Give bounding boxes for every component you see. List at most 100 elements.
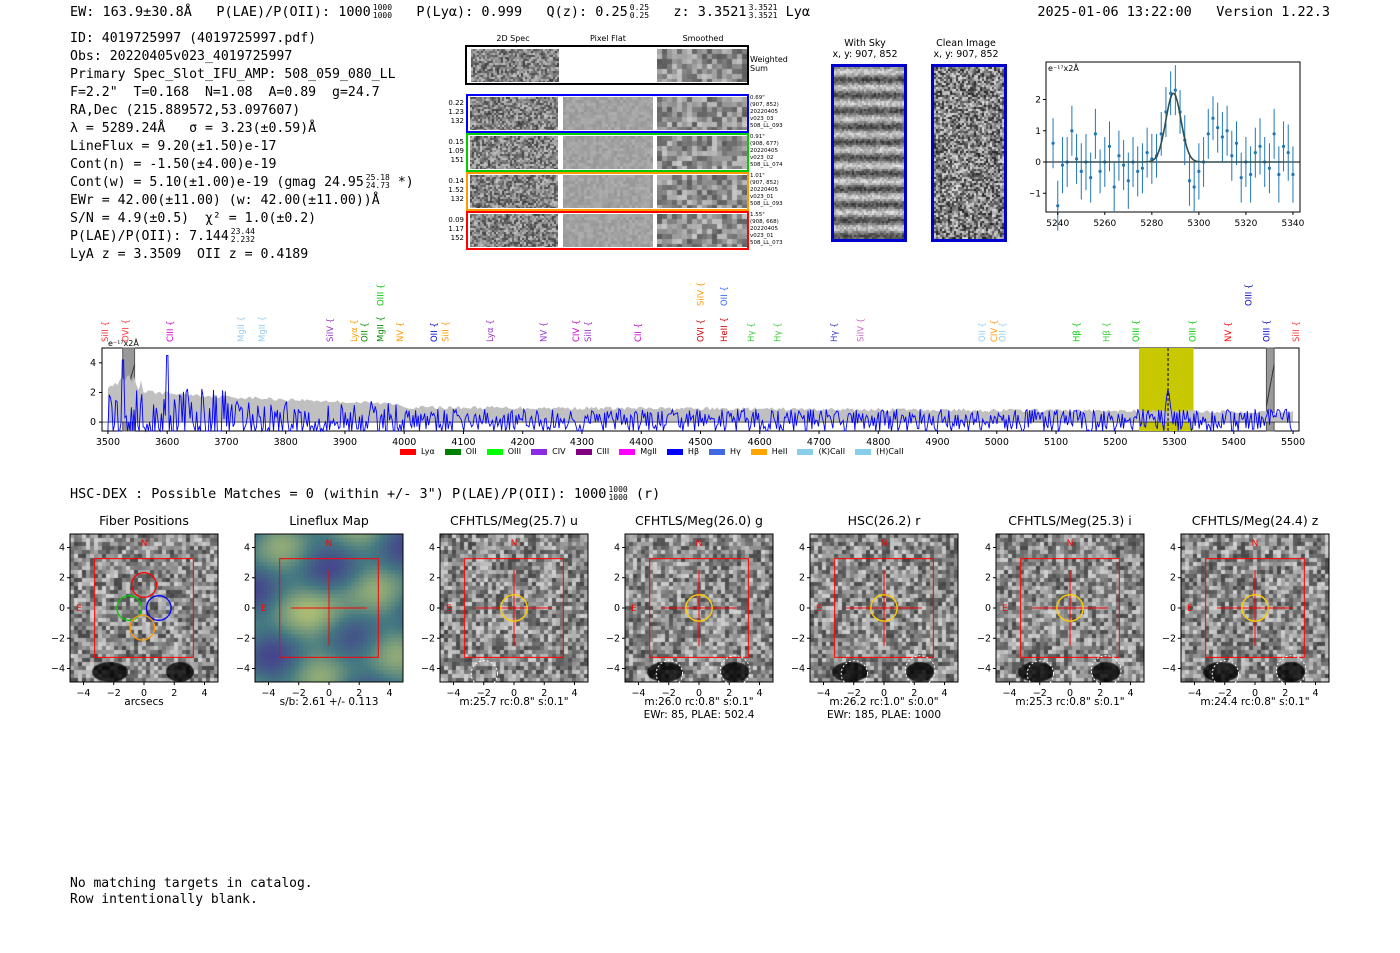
fit-point <box>1216 126 1220 130</box>
info-contw-lo: 24.73 <box>365 181 390 190</box>
stamp-title-pixelflat: Pixel Flat <box>590 34 626 43</box>
fit-point <box>1117 154 1121 158</box>
cutout-xtick-label: 4 <box>941 688 947 699</box>
fit-ylabel: e⁻¹⁷x2Å <box>1048 62 1079 73</box>
stamp-right-values: 1.01" (907, 852) 20220405 v023_01 508_LL_093 <box>750 173 790 208</box>
spectrum-line-label: SiIV { <box>326 318 336 342</box>
stamp-left-values: 0.14 1.52 132 <box>440 177 464 204</box>
cutout-source-circle <box>1056 594 1084 622</box>
cutout-xtick-label: 4 <box>1312 688 1318 699</box>
cutout-ytick-label: 4 <box>244 542 250 553</box>
fit-point <box>1277 172 1281 177</box>
cutout-north-label: N <box>326 539 333 549</box>
cutout-image <box>70 534 218 682</box>
cutout-ytick-label: −2 <box>606 633 620 644</box>
with-sky-image <box>831 64 907 242</box>
stamp-left-values: 0.15 1.09 151 <box>440 138 464 165</box>
spectrum-line-label: OII { <box>360 322 370 342</box>
stamp-right-value: 20220405 <box>750 187 778 193</box>
stamp-separator <box>653 96 656 131</box>
cutout-title: CFHTLS/Meg(25.3) i <box>1008 513 1132 528</box>
stamp-left-value: 152 <box>450 234 464 242</box>
footer: No matching targets in catalog. Row inte… <box>70 876 313 907</box>
stamp-left-value: 1.52 <box>448 186 464 194</box>
legend-item: Hβ <box>666 447 700 456</box>
fit-point <box>1253 151 1257 155</box>
info-sn: S/N = 4.9(±0.5) χ² = 1.0(±0.2) <box>70 211 317 226</box>
cutout-ytick-label: −2 <box>977 633 991 644</box>
spectrum-line-label: Hγ { <box>773 322 783 342</box>
fit-xtick-label: 5260 <box>1093 219 1116 229</box>
cutout-ytick-label: 4 <box>429 542 435 553</box>
stamp-separator <box>653 135 656 170</box>
cutout-neighbor-circle <box>1090 655 1122 686</box>
cutout-aperture-box <box>1205 558 1305 658</box>
info-obs: Obs: 20220405v023_4019725997 <box>70 49 293 64</box>
fit-point <box>1225 129 1229 133</box>
cutout-xtick-label: −2 <box>477 688 491 699</box>
spectrum-line-label: MgII { <box>258 316 268 342</box>
stamp-left-values: 0.22 1.23 132 <box>440 99 464 126</box>
legend-label: MgII <box>640 447 657 456</box>
legend-label: Hβ <box>687 447 700 456</box>
clean-image-title: Clean Image x, y: 907, 852 <box>930 38 1002 60</box>
cutout-ytick-label: 0 <box>985 603 991 614</box>
legend-label: Lyα <box>421 447 435 456</box>
spectrum-line-label: OII { <box>430 322 440 342</box>
spectrum-xtick-label: 4300 <box>570 437 594 448</box>
spectrum-line-label: OII { <box>999 322 1009 342</box>
legend-item: (H)CaII <box>855 447 904 456</box>
info-plae-text: P(LAE)/P(OII): 7.144 <box>70 229 229 244</box>
stamp-2dspec <box>470 214 558 247</box>
clean-image-label: Clean Image <box>936 38 996 49</box>
stamp-left-value: 1.23 <box>448 108 464 116</box>
full-spectrum-chart: 3500 3600 3700 3800 3900 4000 4100 4200 4300 4400… <box>90 282 1305 448</box>
cutout-aperture-box <box>649 558 749 658</box>
cutout-xtick-label: −4 <box>631 688 645 699</box>
fit-ytick-label: 0 <box>1035 158 1041 168</box>
cutout-title: Fiber Positions <box>99 513 189 528</box>
legend-label: CIV <box>552 447 566 456</box>
spectrum-mask-hatch <box>1265 364 1275 407</box>
legend-item: (K)CaII <box>797 447 845 456</box>
header-qz-hi: 0.25 <box>629 3 650 12</box>
hsc-dex-lo: 1000 <box>608 493 628 502</box>
spectrum-line-label: MgII { <box>376 316 386 342</box>
legend-swatch <box>750 448 767 455</box>
cutout-xtick-label: 4 <box>571 688 577 699</box>
detection-info: ID: 4019725997 (4019725997.pdf) Obs: 202… <box>70 30 414 264</box>
fit-point <box>1187 179 1192 183</box>
spectrum-line-label: OIII { <box>1245 284 1255 306</box>
stamp-2dspec <box>470 136 558 169</box>
cutout-caption: m:26.0 rc:0.8" s:0.1" EWr: 85, PLAE: 502.… <box>595 696 803 722</box>
cutout-caption: m:26.2 rc:1.0" s:0.0" EWr: 185, PLAE: 100… <box>780 696 988 722</box>
cutout-ytick-label: −2 <box>51 633 65 644</box>
spectrum-ytick-label: 2 <box>90 387 96 398</box>
cutout-xtick-label: 4 <box>386 688 392 699</box>
fit-point <box>1093 132 1097 136</box>
stamp-right-value: 0.91" <box>750 134 765 140</box>
cutout-north-label: N <box>511 539 518 549</box>
fit-point <box>1074 157 1079 161</box>
spectrum-line-label: OIII { <box>376 284 386 306</box>
cutout-north-label: N <box>1252 539 1259 549</box>
spectrum-line-label: OIII { <box>1132 320 1142 342</box>
header-z-lo: 3.3521 <box>748 11 778 20</box>
header-meta: 2025-01-06 13:22:00 Version 1.22.3 <box>1037 4 1330 20</box>
stamp-right-value: (907, 852) <box>750 180 779 186</box>
stamp-left-value: 0.09 <box>448 216 464 224</box>
fit-point <box>1159 132 1163 136</box>
spectrum-xtick-label: 3700 <box>214 437 238 448</box>
stamp-separator <box>653 174 656 209</box>
fit-xtick-label: 5340 <box>1281 219 1304 229</box>
legend-item: OII <box>444 447 477 456</box>
spectrum-xtick-label: 4700 <box>807 437 831 448</box>
spectrum-line-label: SiII { <box>1292 321 1302 342</box>
cutout-aperture-box <box>834 558 934 658</box>
legend-swatch <box>400 448 416 455</box>
stamp-right-value: (907, 852) <box>750 102 779 108</box>
cutout-xtick-label: −4 <box>1002 688 1016 699</box>
cutout-source-circle <box>1241 594 1269 622</box>
fit-point <box>1112 185 1116 189</box>
cutout-ytick-label: 0 <box>59 603 65 614</box>
